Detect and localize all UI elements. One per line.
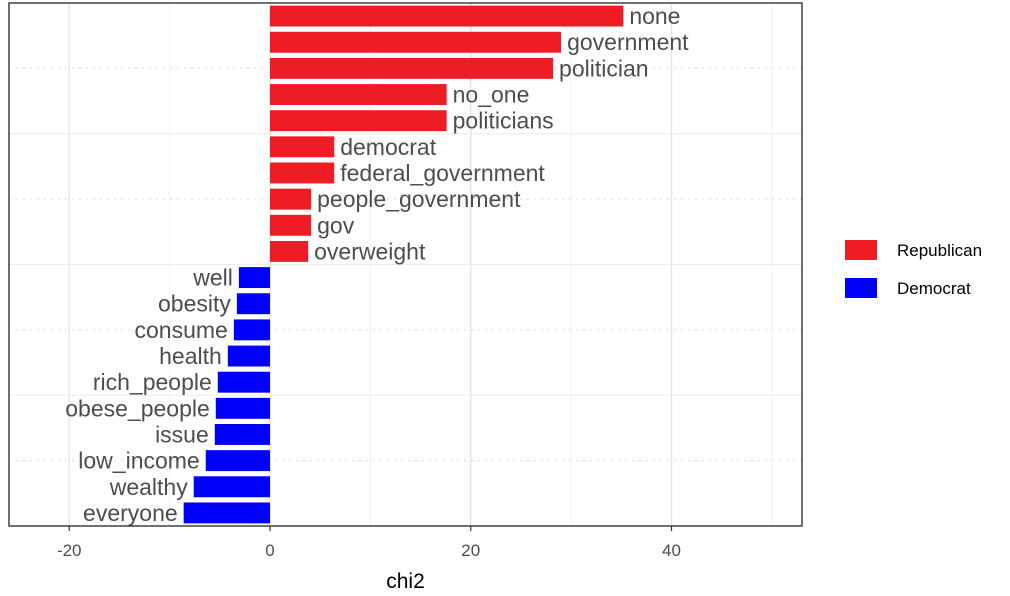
bar-label-politician: politician: [559, 55, 649, 81]
bar-people-government: [269, 188, 312, 210]
legend-label-democrat: Democrat: [897, 279, 971, 298]
bar-label-obese-people: obese_people: [65, 395, 210, 421]
bar-politicians: [269, 110, 447, 132]
bar-obese-people: [215, 397, 270, 419]
bar-wealthy: [193, 476, 270, 498]
bar-label-no-one: no_one: [453, 82, 530, 108]
bar-government: [269, 31, 562, 53]
bar-low-income: [205, 450, 270, 472]
x-tick-label: 0: [265, 541, 274, 560]
bar-label-people-government: people_government: [317, 186, 521, 212]
bar-gov: [269, 214, 312, 236]
legend-label-republican: Republican: [897, 241, 982, 260]
plot-border: [8, 2, 803, 527]
x-tick-label: 20: [461, 541, 480, 560]
bar-label-overweight: overweight: [314, 238, 426, 264]
legend-key-republican: [845, 240, 877, 260]
bar-label-issue: issue: [155, 421, 209, 447]
bar-label-consume: consume: [135, 317, 228, 343]
bar-federal-government: [269, 162, 335, 184]
bar-label-low-income: low_income: [78, 448, 199, 474]
bar-label-everyone: everyone: [83, 500, 178, 526]
bar-label-rich-people: rich_people: [93, 369, 212, 395]
bar-obesity: [236, 293, 270, 315]
bar-everyone: [183, 502, 270, 524]
bar-rich-people: [217, 371, 270, 393]
bar-label-government: government: [567, 29, 689, 55]
bar-label-politicians: politicians: [453, 108, 554, 134]
bar-label-democrat: democrat: [340, 134, 436, 160]
bar-label-health: health: [159, 343, 222, 369]
x-tick-label: 40: [662, 541, 681, 560]
bar-consume: [233, 319, 270, 341]
x-tick-label: -20: [57, 541, 82, 560]
bar-issue: [214, 424, 270, 445]
bar-label-obesity: obesity: [158, 291, 231, 317]
bar-health: [227, 345, 270, 367]
bar-label-well: well: [192, 265, 233, 291]
bar-label-wealthy: wealthy: [109, 474, 188, 500]
bar-well: [238, 267, 270, 289]
bar-overweight: [269, 240, 309, 262]
bar-democrat: [269, 136, 335, 158]
bar-politician: [269, 57, 554, 79]
x-axis-title: chi2: [386, 570, 425, 593]
bar-no-one: [269, 84, 447, 105]
bar-none: [269, 5, 624, 27]
legend-key-democrat: [845, 278, 877, 298]
bar-label-none: none: [629, 3, 680, 29]
bar-label-federal-government: federal_government: [340, 160, 545, 186]
bar-label-gov: gov: [317, 212, 355, 238]
